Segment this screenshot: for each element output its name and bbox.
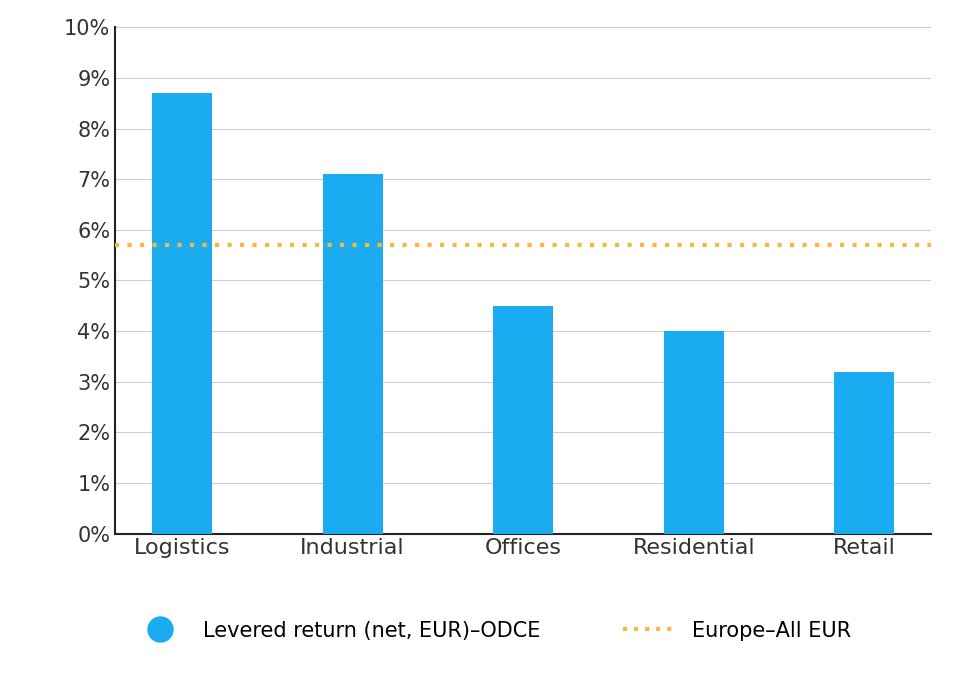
Bar [834,371,894,534]
Legend: Levered return (net, EUR)–ODCE, Europe–All EUR: Levered return (net, EUR)–ODCE, Europe–A… [126,612,859,650]
Bar [493,306,553,534]
Bar [323,174,382,534]
Bar [664,331,724,534]
Bar [153,93,212,534]
